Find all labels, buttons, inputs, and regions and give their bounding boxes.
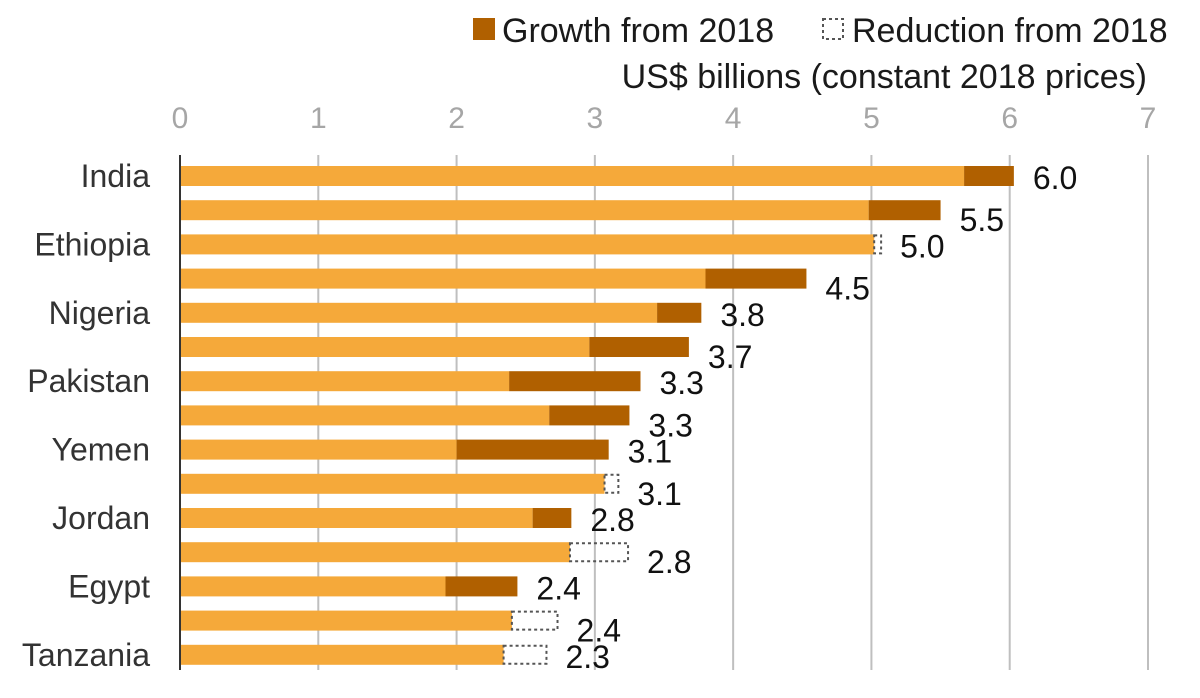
category-label: India <box>81 158 151 194</box>
bar-base <box>180 576 446 597</box>
value-label: 3.7 <box>708 339 752 375</box>
bar-growth <box>509 371 641 392</box>
bar-growth <box>868 200 941 221</box>
bar-growth <box>657 302 702 323</box>
bar-reduction <box>502 644 548 665</box>
bar-growth <box>705 268 807 289</box>
bar-growth <box>456 439 609 460</box>
value-label: 2.3 <box>565 639 609 675</box>
bar-base <box>180 542 570 563</box>
bar-base <box>180 473 605 494</box>
bar-reduction <box>510 610 559 631</box>
bar-growth <box>532 508 572 528</box>
category-labels: India Ethiopia Nigeria Pakistan Yemen Jordan E… <box>22 158 150 673</box>
value-label: 3.8 <box>720 297 764 333</box>
legend: Growth from 2018 Reduction from 2018 <box>473 12 1168 50</box>
bar-base <box>180 439 457 460</box>
bar-base <box>180 268 706 289</box>
x-tick-label: 2 <box>448 102 465 135</box>
bar-base <box>180 508 533 528</box>
category-label: Ethiopia <box>34 226 150 262</box>
bar-growth <box>589 337 689 357</box>
x-tick-label: 7 <box>1140 102 1157 135</box>
bar-base <box>180 234 875 255</box>
value-labels: 6.05.55.04.53.83.73.33.33.13.12.82.82.42… <box>536 160 1077 675</box>
x-tick-label: 0 <box>172 102 189 135</box>
bar-base <box>180 302 658 323</box>
bar-base <box>180 166 965 186</box>
category-label: Egypt <box>68 568 150 604</box>
legend-swatch-reduction <box>822 18 844 40</box>
bar-base <box>180 644 504 665</box>
value-label: 3.1 <box>628 434 672 470</box>
value-label: 5.0 <box>900 228 944 264</box>
category-label: Pakistan <box>27 363 150 399</box>
unit-label: US$ billions (constant 2018 prices) <box>622 58 1147 96</box>
value-label: 3.1 <box>637 476 681 512</box>
bars <box>180 166 1014 665</box>
bar-reduction <box>873 234 883 255</box>
value-label: 6.0 <box>1033 160 1077 196</box>
value-label: 2.8 <box>647 544 691 580</box>
value-label: 3.3 <box>648 407 692 443</box>
value-label: 2.4 <box>577 613 621 649</box>
bar-base <box>180 405 550 426</box>
bar-growth <box>549 405 630 426</box>
value-label: 4.5 <box>825 271 869 307</box>
bar-base <box>180 200 869 221</box>
x-tick-label: 4 <box>725 102 742 135</box>
legend-swatch-growth <box>473 18 495 40</box>
legend-label-growth: Growth from 2018 <box>502 12 774 50</box>
value-label: 2.8 <box>590 502 634 538</box>
category-label: Jordan <box>52 500 150 536</box>
category-label: Tanzania <box>22 637 150 673</box>
bar-base <box>180 337 590 357</box>
bar-growth <box>445 576 518 597</box>
bar-growth <box>964 166 1014 186</box>
category-label: Nigeria <box>49 295 151 331</box>
category-label: Yemen <box>52 432 150 468</box>
value-label: 2.4 <box>536 570 580 606</box>
bar-base <box>180 371 510 392</box>
x-tick-label: 5 <box>863 102 880 135</box>
value-label: 3.3 <box>659 365 703 401</box>
x-tick-label: 6 <box>1001 102 1018 135</box>
x-tick-label: 1 <box>310 102 327 135</box>
bar-reduction <box>568 542 630 563</box>
bar-base <box>180 610 512 631</box>
x-tick-labels: 0 1 2 3 4 5 6 7 <box>172 102 1157 135</box>
x-tick-label: 3 <box>587 102 604 135</box>
legend-label-reduction: Reduction from 2018 <box>852 12 1168 50</box>
bar-reduction <box>603 473 620 494</box>
value-label: 5.5 <box>960 202 1004 238</box>
